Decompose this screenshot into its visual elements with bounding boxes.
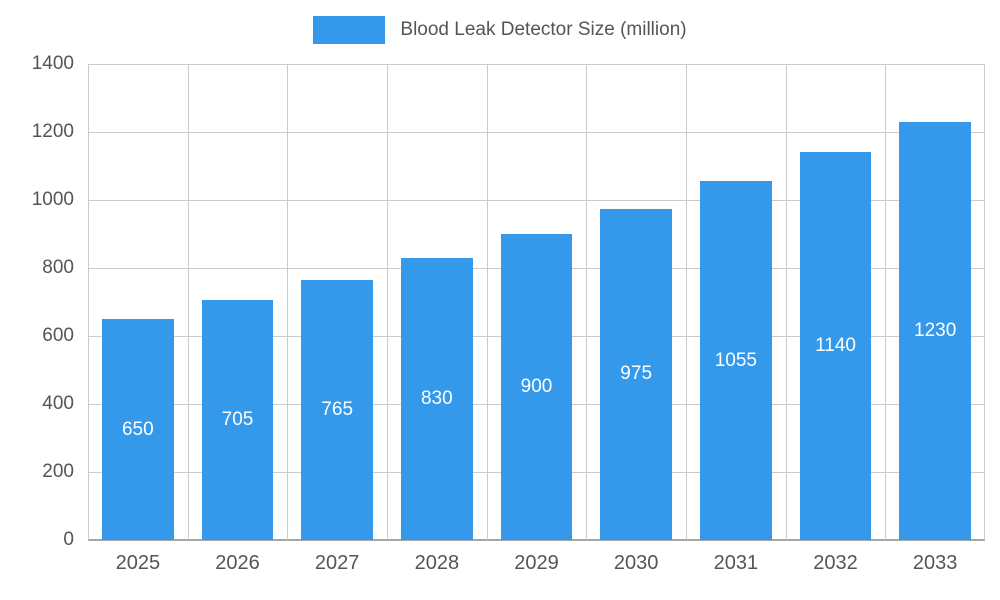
v-gridline	[486, 64, 488, 540]
bar[interactable]	[699, 181, 772, 540]
bar[interactable]	[899, 121, 972, 540]
v-gridline	[785, 64, 787, 540]
y-tick-label: 200	[42, 461, 74, 482]
y-tick-label: 0	[63, 529, 74, 550]
x-tick-label: 2030	[613, 552, 659, 574]
v-gridline	[287, 64, 289, 540]
v-gridline	[885, 64, 887, 540]
bar[interactable]	[600, 208, 673, 540]
y-tick-label: 800	[42, 257, 74, 278]
legend-swatch-icon	[313, 16, 386, 44]
v-gridline	[586, 64, 588, 540]
bar[interactable]	[201, 300, 274, 540]
x-tick-label: 2029	[514, 552, 559, 574]
plot-area: 0 200 400 600 800 1000 1200 1400 650 2025 705 2026 7…	[32, 53, 985, 574]
x-tick-label: 2027	[314, 552, 360, 574]
v-gridline	[187, 64, 189, 540]
bar[interactable]	[799, 152, 872, 540]
x-tick-label: 2033	[912, 552, 958, 574]
h-gridline	[88, 64, 985, 65]
y-tick-label: 1000	[31, 189, 74, 210]
legend-label: Blood Leak Detector Size (million)	[400, 19, 687, 40]
v-gridline	[686, 64, 687, 540]
y-tick-label: 1400	[31, 53, 74, 74]
legend[interactable]: Blood Leak Detector Size (million)	[0, 16, 1000, 44]
x-tick-label: 2025	[115, 552, 161, 574]
h-gridline	[88, 539, 985, 541]
x-tick-label: 2028	[414, 552, 460, 574]
x-tick-label: 2031	[713, 552, 759, 574]
y-tick-label: 400	[42, 393, 74, 414]
bar[interactable]	[400, 257, 473, 540]
v-gridline	[984, 64, 985, 540]
x-tick-label: 2032	[813, 552, 858, 574]
x-tick-label: 2026	[215, 552, 260, 574]
h-gridline	[88, 132, 985, 133]
bar[interactable]	[301, 279, 374, 540]
bar[interactable]	[101, 319, 174, 540]
h-gridline	[88, 200, 985, 201]
v-gridline	[387, 64, 388, 540]
y-tick-label: 1200	[31, 121, 74, 142]
v-gridline	[88, 64, 89, 540]
y-tick-label: 600	[42, 325, 74, 346]
bar[interactable]	[500, 234, 573, 540]
